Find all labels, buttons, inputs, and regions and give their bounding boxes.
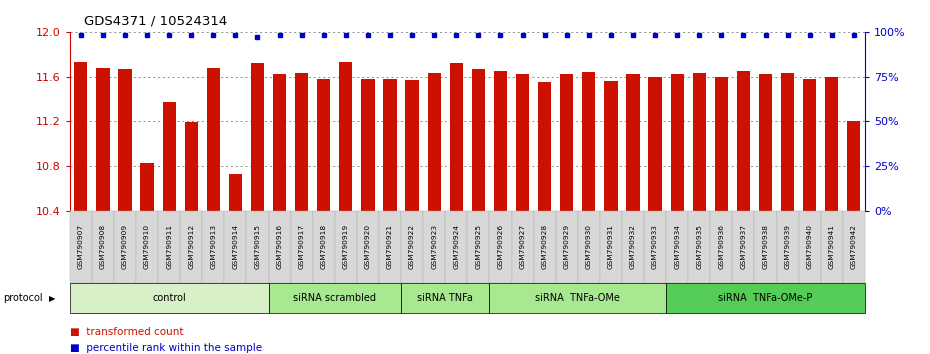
Text: GSM790921: GSM790921 — [387, 224, 393, 269]
Bar — [560, 74, 573, 211]
Bar — [648, 76, 661, 211]
Bar — [428, 73, 441, 211]
Text: ■  transformed count: ■ transformed count — [70, 327, 183, 337]
Bar — [803, 79, 817, 211]
Text: GSM790927: GSM790927 — [520, 224, 525, 269]
Text: siRNA scrambled: siRNA scrambled — [293, 293, 377, 303]
Text: GSM790913: GSM790913 — [210, 224, 217, 269]
Text: GSM790928: GSM790928 — [541, 224, 548, 269]
Text: GSM790941: GSM790941 — [829, 224, 835, 269]
Text: GSM790930: GSM790930 — [586, 224, 591, 269]
Text: GSM790909: GSM790909 — [122, 224, 128, 269]
Bar — [825, 76, 839, 211]
Text: GSM790915: GSM790915 — [255, 224, 260, 269]
Text: GSM790910: GSM790910 — [144, 224, 150, 269]
Text: ■  percentile rank within the sample: ■ percentile rank within the sample — [70, 343, 262, 353]
Text: GSM790923: GSM790923 — [432, 224, 437, 269]
Text: GSM790911: GSM790911 — [166, 224, 172, 269]
Bar — [74, 62, 87, 211]
Text: GSM790922: GSM790922 — [409, 224, 415, 269]
Text: ▶: ▶ — [49, 294, 56, 303]
Text: GSM790931: GSM790931 — [608, 224, 614, 269]
Bar — [759, 74, 772, 211]
Text: GSM790918: GSM790918 — [321, 224, 326, 269]
Bar — [737, 71, 750, 211]
Bar — [118, 69, 131, 211]
Bar — [538, 82, 551, 211]
Text: GSM790908: GSM790908 — [100, 224, 106, 269]
Bar — [781, 73, 794, 211]
Text: siRNA  TNFa-OMe-P: siRNA TNFa-OMe-P — [718, 293, 813, 303]
Text: siRNA TNFa: siRNA TNFa — [418, 293, 473, 303]
Bar — [383, 79, 396, 211]
Text: siRNA  TNFa-OMe: siRNA TNFa-OMe — [536, 293, 620, 303]
Text: GSM790907: GSM790907 — [78, 224, 84, 269]
Bar — [229, 174, 242, 211]
Text: GSM790936: GSM790936 — [718, 224, 724, 269]
Text: GSM790912: GSM790912 — [188, 224, 194, 269]
Bar — [140, 162, 153, 211]
Text: protocol: protocol — [3, 293, 43, 303]
Text: GSM790938: GSM790938 — [763, 224, 768, 269]
Text: GSM790919: GSM790919 — [343, 224, 349, 269]
Bar — [626, 74, 640, 211]
Bar — [494, 71, 507, 211]
Text: GSM790942: GSM790942 — [851, 224, 857, 269]
Bar — [317, 79, 330, 211]
Text: GSM790926: GSM790926 — [498, 224, 503, 269]
Bar — [272, 74, 286, 211]
Bar — [251, 63, 264, 211]
Text: GDS4371 / 10524314: GDS4371 / 10524314 — [84, 14, 227, 27]
Text: GSM790924: GSM790924 — [453, 224, 459, 269]
Bar — [847, 121, 860, 211]
Bar — [206, 68, 219, 211]
Text: GSM790937: GSM790937 — [740, 224, 747, 269]
Bar — [472, 69, 485, 211]
Text: GSM790939: GSM790939 — [785, 224, 790, 269]
Text: control: control — [153, 293, 186, 303]
Bar — [604, 81, 618, 211]
Bar — [714, 76, 728, 211]
Bar — [339, 62, 352, 211]
Bar — [295, 73, 308, 211]
Text: GSM790925: GSM790925 — [475, 224, 482, 269]
Text: GSM790920: GSM790920 — [365, 224, 371, 269]
Text: GSM790935: GSM790935 — [697, 224, 702, 269]
Text: GSM790934: GSM790934 — [674, 224, 680, 269]
Text: GSM790933: GSM790933 — [652, 224, 658, 269]
Bar — [163, 102, 176, 211]
Bar — [96, 68, 110, 211]
Text: GSM790940: GSM790940 — [806, 224, 813, 269]
Bar — [184, 122, 198, 211]
Bar — [693, 73, 706, 211]
Bar — [361, 79, 375, 211]
Text: GSM790914: GSM790914 — [232, 224, 238, 269]
Bar — [516, 74, 529, 211]
Bar — [671, 74, 684, 211]
Text: GSM790929: GSM790929 — [564, 224, 570, 269]
Bar — [449, 63, 463, 211]
Bar — [582, 72, 595, 211]
Text: GSM790932: GSM790932 — [630, 224, 636, 269]
Text: GSM790917: GSM790917 — [299, 224, 305, 269]
Text: GSM790916: GSM790916 — [276, 224, 283, 269]
Bar — [405, 80, 419, 211]
